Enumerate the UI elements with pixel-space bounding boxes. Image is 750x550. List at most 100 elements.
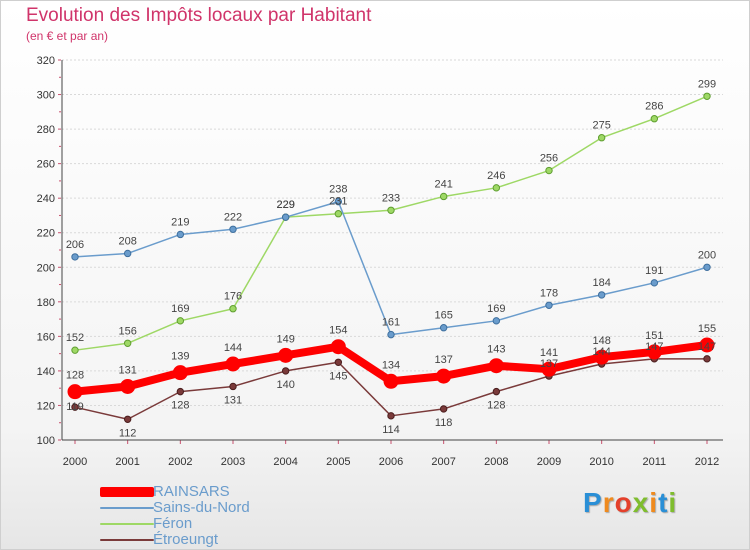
data-point-etroeungt bbox=[492, 387, 501, 396]
y-tick-label: 220 bbox=[37, 228, 55, 240]
data-point-feron bbox=[650, 115, 659, 123]
data-point-rainsars bbox=[278, 347, 294, 363]
y-tick-label: 120 bbox=[37, 400, 55, 412]
logo-letter: t bbox=[658, 487, 669, 518]
data-point-etroeungt bbox=[281, 367, 290, 375]
data-label-sains-du-nord: 191 bbox=[645, 265, 663, 277]
logo-letter: i bbox=[649, 487, 659, 518]
data-label-feron: 246 bbox=[487, 170, 505, 182]
data-label-etroeungt: 128 bbox=[171, 400, 189, 412]
legend-swatch-etroeungt bbox=[100, 539, 154, 541]
y-tick-label: 240 bbox=[37, 193, 55, 205]
data-point-etroeungt bbox=[387, 412, 395, 420]
data-point-rainsars bbox=[699, 337, 715, 353]
data-label-etroeungt: 128 bbox=[487, 400, 505, 412]
data-label-rainsars: 128 bbox=[66, 370, 84, 382]
legend-swatch-rainsars bbox=[100, 487, 154, 497]
data-point-sains-du-nord bbox=[281, 213, 290, 221]
legend-swatch-sains-du-nord bbox=[100, 507, 154, 509]
legend-swatch-feron bbox=[100, 523, 154, 525]
data-point-etroeungt bbox=[439, 405, 448, 413]
data-label-rainsars: 134 bbox=[382, 359, 400, 371]
data-point-sains-du-nord bbox=[387, 330, 395, 339]
y-tick-label: 260 bbox=[37, 159, 55, 171]
data-label-etroeungt: 140 bbox=[276, 379, 294, 391]
data-point-sains-du-nord bbox=[597, 291, 606, 299]
logo-letter: o bbox=[614, 487, 633, 518]
data-label-feron: 176 bbox=[224, 291, 242, 303]
data-label-sains-du-nord: 184 bbox=[592, 277, 610, 289]
data-label-sains-du-nord: 178 bbox=[540, 287, 558, 299]
data-point-rainsars bbox=[594, 349, 610, 365]
data-label-layer: 206 208 219 222 229 238 161 165 169 178 184 191 200 1… bbox=[66, 78, 716, 439]
logo-letter: i bbox=[668, 487, 678, 518]
data-label-sains-du-nord: 161 bbox=[382, 317, 400, 329]
data-point-etroeungt bbox=[176, 387, 185, 396]
data-point-rainsars bbox=[436, 368, 452, 384]
x-tick-label: 2012 bbox=[695, 456, 719, 468]
data-point-rainsars bbox=[172, 365, 188, 381]
legend-label-etroeungt: Étroeungt bbox=[153, 531, 219, 548]
data-label-rainsars: 148 bbox=[592, 335, 610, 347]
data-label-etroeungt: 145 bbox=[329, 370, 347, 382]
data-point-rainsars bbox=[646, 344, 662, 360]
data-point-feron bbox=[71, 346, 79, 354]
data-label-etroeungt: 137 bbox=[540, 358, 558, 370]
data-point-rainsars bbox=[330, 339, 346, 355]
data-point-feron bbox=[176, 317, 185, 325]
data-point-sains-du-nord bbox=[703, 263, 711, 271]
data-label-feron: 152 bbox=[66, 332, 84, 344]
y-tick-label: 320 bbox=[37, 55, 55, 67]
data-point-feron bbox=[439, 192, 448, 201]
x-tick-label: 2001 bbox=[115, 456, 139, 468]
data-label-rainsars: 149 bbox=[276, 333, 294, 345]
data-label-rainsars: 131 bbox=[118, 364, 136, 376]
chart-subtitle: (en € et par an) bbox=[26, 29, 109, 43]
data-label-rainsars: 143 bbox=[487, 344, 505, 356]
data-point-rainsars bbox=[541, 361, 557, 377]
data-point-sains-du-nord bbox=[176, 230, 185, 239]
data-point-feron bbox=[334, 210, 343, 218]
data-point-sains-du-nord bbox=[229, 225, 237, 233]
data-point-feron bbox=[123, 339, 132, 347]
data-label-rainsars: 155 bbox=[698, 323, 716, 335]
data-label-feron: 275 bbox=[592, 120, 610, 132]
x-tick-label: 2000 bbox=[63, 456, 87, 468]
data-label-rainsars: 151 bbox=[645, 330, 663, 342]
legend-label-sains-du-nord: Sains-du-Nord bbox=[153, 499, 250, 516]
data-point-etroeungt bbox=[71, 403, 79, 411]
data-label-etroeungt: 147 bbox=[645, 341, 663, 353]
data-label-sains-du-nord: 229 bbox=[276, 199, 294, 211]
data-label-sains-du-nord: 208 bbox=[118, 235, 136, 247]
x-tick-label: 2009 bbox=[537, 456, 561, 468]
data-label-rainsars: 139 bbox=[171, 351, 189, 363]
data-label-rainsars: 144 bbox=[224, 342, 242, 354]
data-point-etroeungt bbox=[123, 415, 132, 423]
data-point-feron bbox=[387, 206, 395, 214]
series-layer bbox=[67, 92, 715, 423]
data-point-sains-du-nord bbox=[492, 317, 501, 325]
data-label-etroeungt: 144 bbox=[592, 346, 610, 358]
x-tick-label: 2002 bbox=[168, 456, 192, 468]
y-tick-label: 280 bbox=[37, 124, 55, 136]
data-point-sains-du-nord bbox=[334, 197, 343, 206]
data-point-etroeungt bbox=[703, 355, 711, 363]
data-point-feron bbox=[545, 166, 553, 175]
data-label-sains-du-nord: 169 bbox=[487, 303, 505, 315]
proxiti-logo: Proxiti bbox=[583, 487, 677, 519]
data-label-etroeungt: 114 bbox=[382, 424, 400, 436]
data-label-feron: 233 bbox=[382, 192, 400, 204]
data-point-rainsars bbox=[383, 373, 399, 389]
y-tick-label: 140 bbox=[37, 366, 55, 378]
x-tick-label: 2011 bbox=[643, 456, 667, 468]
data-point-feron bbox=[229, 305, 237, 313]
data-point-feron bbox=[492, 184, 501, 192]
data-label-etroeungt: 131 bbox=[224, 394, 242, 406]
data-point-rainsars bbox=[488, 358, 504, 374]
data-label-etroeungt: 147 bbox=[698, 341, 716, 353]
data-label-sains-du-nord: 238 bbox=[329, 184, 347, 196]
data-point-feron bbox=[703, 92, 711, 100]
data-point-rainsars bbox=[67, 384, 83, 400]
